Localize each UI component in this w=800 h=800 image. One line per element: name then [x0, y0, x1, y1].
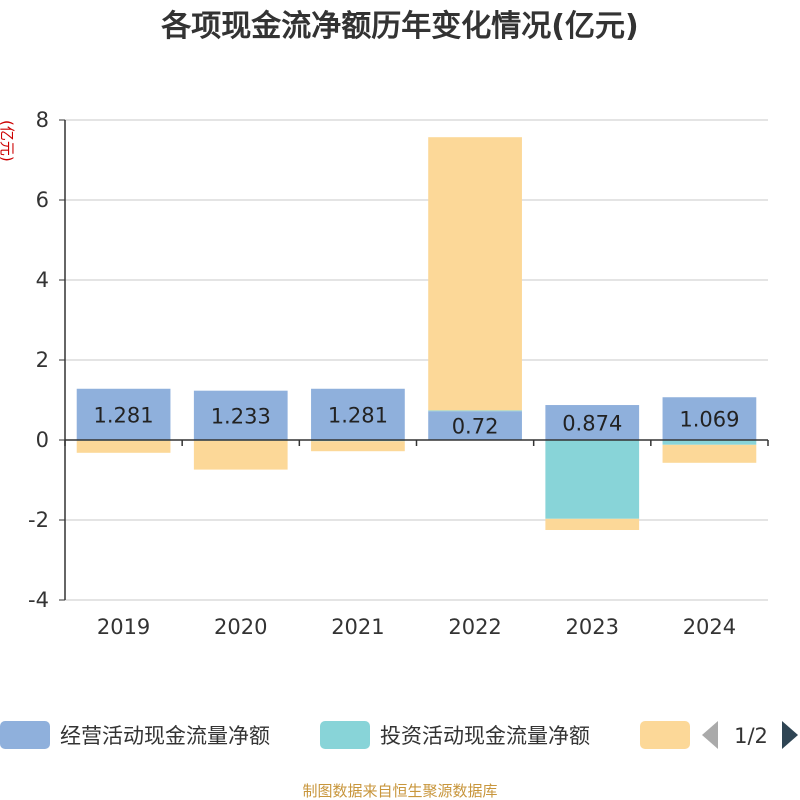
bar-series-2-2023: [545, 440, 640, 519]
bar-value-label: 1.233: [211, 404, 271, 428]
legend-label-2[interactable]: 投资活动现金流量净额: [380, 724, 590, 748]
legend-page-indicator: 1/2: [734, 724, 768, 748]
bars: [76, 137, 757, 530]
y-axis-unit-label: (亿元): [0, 120, 16, 162]
chart-title: 各项现金流净额历年变化情况(亿元): [160, 9, 638, 44]
bar-series-2-2022: [428, 410, 522, 412]
bar-series-1-2024: [662, 397, 757, 440]
bar-value-label: 0.874: [562, 412, 622, 436]
legend: 经营活动现金流量净额 投资活动现金流量净额 1/2: [0, 721, 798, 749]
x-tick-label: 2021: [331, 615, 384, 639]
bar-value-label: 0.72: [452, 415, 499, 439]
gridlines: [65, 119, 768, 601]
y-tick-label: 8: [36, 108, 49, 132]
legend-swatch-3[interactable]: [640, 721, 690, 749]
bar-value-label: 1.069: [679, 408, 739, 432]
x-tick-label: 2020: [214, 615, 267, 639]
bar-series-3-2021: [311, 441, 405, 452]
bar-value-label: 1.281: [94, 403, 154, 427]
bar-series-3-2019: [76, 440, 171, 453]
bar-series-3-2023: [545, 518, 640, 530]
legend-next-page-icon[interactable]: [782, 721, 798, 749]
bar-series-3-2022: [428, 137, 522, 411]
bar-series-1-2020: [193, 390, 288, 440]
bar-series-2-2024: [662, 440, 757, 445]
legend-label-1[interactable]: 经营活动现金流量净额: [60, 724, 270, 748]
bar-series-1-2023: [545, 405, 640, 440]
legend-prev-page-icon[interactable]: [702, 721, 718, 749]
bar-series-1-2021: [311, 388, 405, 440]
x-tick-label: 2019: [97, 615, 150, 639]
source-note: 制图数据来自恒生聚源数据库: [302, 782, 497, 800]
bar-series-3-2024: [662, 444, 757, 463]
legend-swatch-1[interactable]: [0, 721, 50, 749]
y-tick-label: -2: [28, 508, 49, 532]
x-tick-label: 2023: [566, 615, 619, 639]
axes: -4 -2 0 2 4 6 8 2019 2020 2021 2022 2023 2024: [28, 108, 769, 639]
bar-series-1-2019: [76, 388, 171, 440]
y-tick-label: 0: [36, 428, 49, 452]
y-tick-label: -4: [28, 588, 49, 612]
y-tick-label: 4: [36, 268, 49, 292]
x-tick-label: 2022: [448, 615, 501, 639]
bar-series-3-2020: [193, 440, 288, 470]
y-tick-label: 6: [36, 188, 49, 212]
y-tick-label: 2: [36, 348, 49, 372]
bar-series-1-2022: [428, 411, 522, 440]
bar-value-label: 1.281: [328, 403, 388, 427]
data-labels: 1.281 1.233 1.281 0.72 0.874 1.069: [94, 403, 740, 438]
x-tick-label: 2024: [683, 615, 736, 639]
legend-swatch-2[interactable]: [320, 721, 370, 749]
